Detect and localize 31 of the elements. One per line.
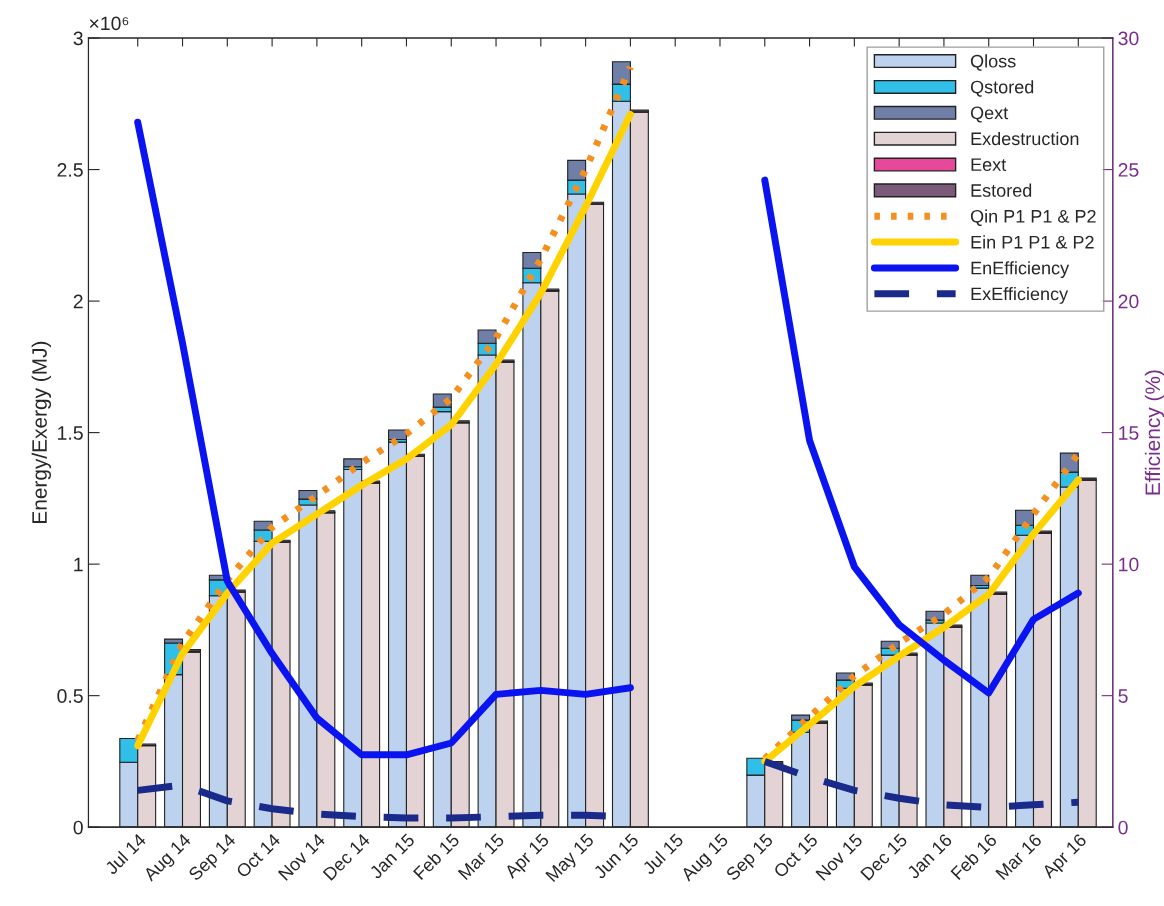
y2-tick-label: 20 bbox=[1118, 294, 1139, 309]
y-axis-title: Energy/Exergy (MJ) bbox=[31, 341, 52, 523]
x-tick-label: Apr 16 bbox=[1041, 832, 1090, 882]
legend-label: Qstored bbox=[970, 80, 1034, 97]
legend-label: Ein P1 P1 & P2 bbox=[971, 235, 1094, 249]
y2-tick-label: 10 bbox=[1119, 557, 1139, 572]
x-tick-label: Jul 14 bbox=[103, 832, 147, 876]
legend-label: Exdestruction bbox=[971, 131, 1079, 146]
legend-label: Qext bbox=[970, 106, 1009, 123]
legend-label: Qloss bbox=[970, 54, 1016, 71]
x-tick-label: Jun 15 bbox=[592, 833, 640, 880]
y2-tick-label: 15 bbox=[1119, 426, 1139, 440]
y2-tick-label: 0 bbox=[1118, 820, 1128, 835]
y-tick-label: 1 bbox=[74, 557, 83, 572]
y2-tick-label: 5 bbox=[1118, 689, 1128, 703]
y-tick-label: 2 bbox=[73, 294, 83, 309]
legend-label: ExEfficiency bbox=[971, 287, 1069, 304]
y-tick-label: 0.5 bbox=[57, 689, 83, 703]
y-tick-label: 2.5 bbox=[57, 163, 83, 177]
legend-label: EnEfficiency bbox=[971, 261, 1070, 278]
x-tick-label: Mar 16 bbox=[995, 832, 1043, 881]
y2-tick-label: 30 bbox=[1118, 31, 1139, 46]
legend-label: Estored bbox=[971, 183, 1032, 197]
legend-label: Eext bbox=[971, 158, 1007, 171]
text: ×10⁶ bbox=[89, 16, 129, 31]
legend-label: Qin P1 P1 & P2 bbox=[970, 209, 1096, 226]
y2-axis-title: Efficiency (%) bbox=[1144, 370, 1164, 495]
y-tick-label: 1.5 bbox=[58, 426, 83, 440]
y-tick-label: 3 bbox=[73, 31, 83, 46]
y2-tick-label: 25 bbox=[1118, 163, 1139, 177]
y-tick-label: 0 bbox=[73, 820, 83, 835]
